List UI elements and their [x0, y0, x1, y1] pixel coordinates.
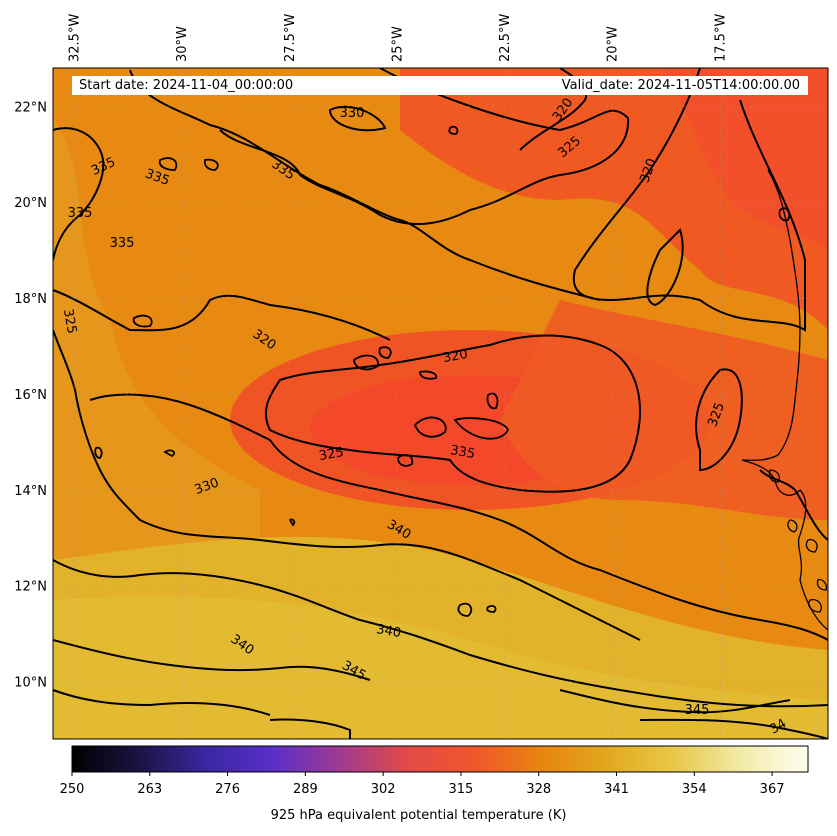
- lon-tick-label: 25°W: [390, 26, 405, 62]
- contour-label: 345: [685, 703, 710, 718]
- colorbar-title: 925 hPa equivalent potential temperature…: [270, 808, 567, 823]
- colorbar-tick-label: 341: [604, 782, 629, 797]
- latitude-tick-labels: 22°N 20°N 18°N 16°N 14°N 12°N 10°N: [14, 100, 47, 690]
- lat-tick-label: 14°N: [14, 484, 47, 499]
- contour-label: 335: [449, 443, 476, 462]
- colorbar-tick-label: 302: [371, 782, 396, 797]
- lat-tick-label: 10°N: [14, 675, 47, 690]
- contour-label: 320: [442, 347, 469, 366]
- colorbar-gradient: [71, 745, 809, 773]
- contour-label: 340: [375, 622, 402, 641]
- lon-tick-label: 32.5°W: [68, 14, 83, 62]
- colorbar-tick-label: 289: [293, 782, 318, 797]
- gridlines: [53, 68, 828, 739]
- lat-tick-label: 22°N: [14, 100, 47, 115]
- colorbar-tick-label: 315: [449, 782, 474, 797]
- colorbar-tick-label: 263: [137, 782, 162, 797]
- lat-tick-label: 18°N: [14, 292, 47, 307]
- contour-label: 330: [340, 106, 365, 121]
- lon-tick-label: 20°W: [606, 26, 621, 62]
- colorbar: 250 263 276 289 302 315 328 341 354 367: [60, 745, 809, 797]
- contour-label: 335: [110, 236, 135, 251]
- lat-tick-label: 20°N: [14, 196, 47, 211]
- theta-e-field: [53, 68, 828, 739]
- colorbar-tick-label: 276: [215, 782, 240, 797]
- lon-tick-label: 17.5°W: [713, 14, 728, 62]
- date-info-bar: Start date: 2024-11-04_00:00:00 Valid_da…: [72, 76, 808, 95]
- colorbar-tick-label: 367: [760, 782, 785, 797]
- contour-label: 34: [767, 716, 789, 737]
- colorbar-tick-label: 250: [60, 782, 85, 797]
- lat-tick-label: 12°N: [14, 580, 47, 595]
- colorbar-ticks: 250 263 276 289 302 315 328 341 354 367: [60, 772, 785, 797]
- lon-tick-label: 22.5°W: [498, 14, 513, 62]
- contour-label: 325: [318, 445, 345, 464]
- lon-tick-label: 30°W: [175, 26, 190, 62]
- valid-date-label: Valid_date: 2024-11-05T14:00:00.00: [561, 78, 800, 93]
- map-frame: [52, 67, 829, 740]
- longitude-tick-labels: 32.5°W 30°W 27.5°W 25°W 22.5°W 20°W 17.5°W: [68, 14, 729, 62]
- lat-tick-label: 16°N: [14, 388, 47, 403]
- contour-label: 325: [60, 308, 79, 335]
- lon-tick-label: 27.5°W: [283, 14, 298, 62]
- colorbar-tick-label: 354: [682, 782, 707, 797]
- start-date-label: Start date: 2024-11-04_00:00:00: [79, 78, 294, 93]
- colorbar-tick-label: 328: [526, 782, 551, 797]
- contour-label: 335: [68, 206, 93, 221]
